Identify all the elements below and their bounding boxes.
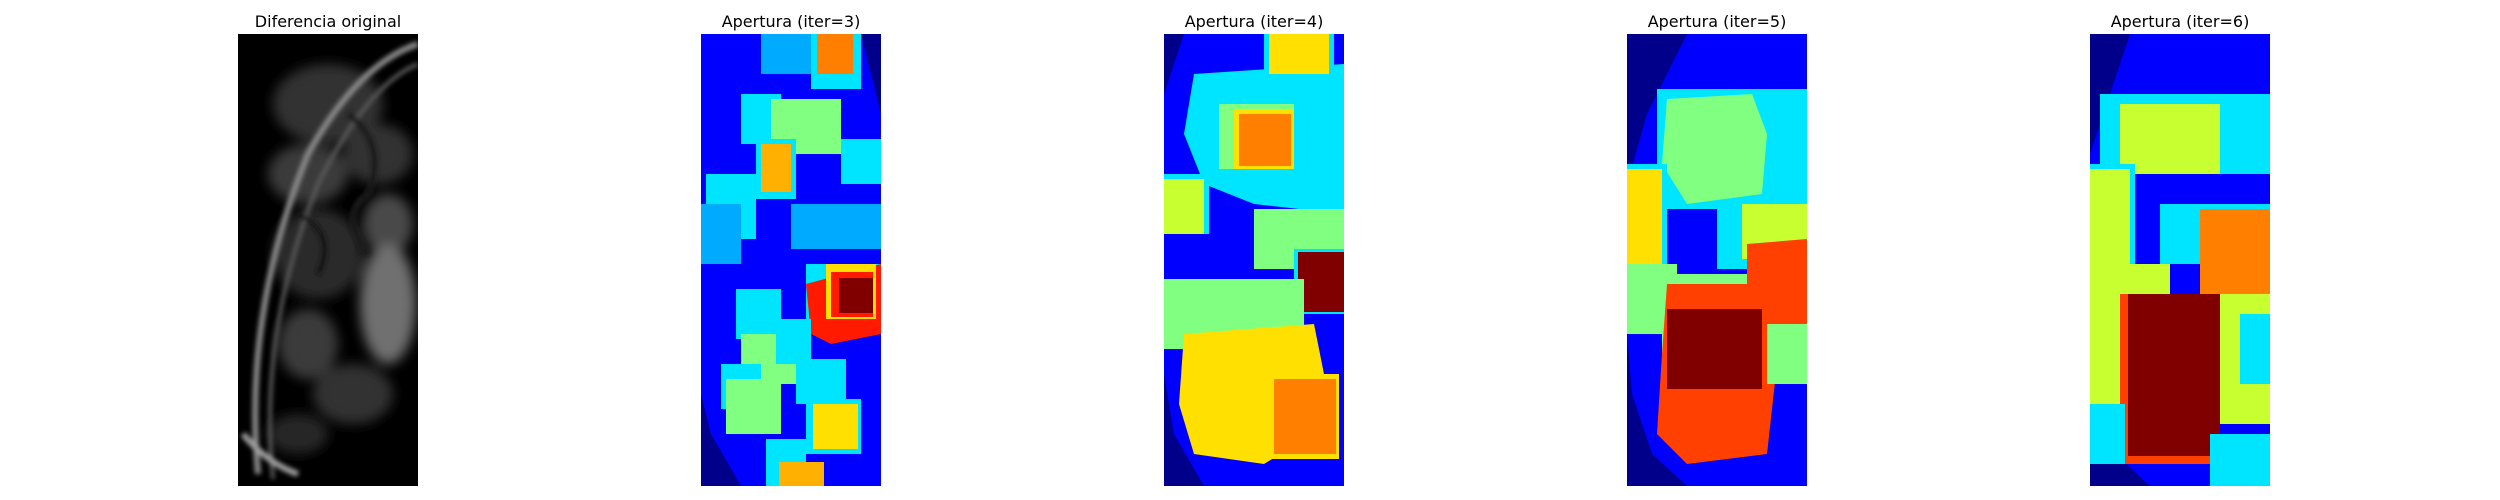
panel-iter-4: Apertura (iter=4) [1164,0,1344,500]
opening-map-iter-4 [1164,34,1344,486]
opening-map-iter-3 [701,34,881,486]
opening-map-iter-5-svg [1627,34,1807,486]
opening-map-iter-6-svg [2090,34,2270,486]
opening-map-iter-3-svg [701,34,881,486]
opening-map-iter-6 [2090,34,2270,486]
panel-iter-5: Apertura (iter=5) [1627,0,1807,500]
panel-iter-6: Apertura (iter=6) [2090,0,2270,500]
grayscale-image [238,34,418,486]
opening-map-iter-5 [1627,34,1807,486]
grayscale-image-svg [238,34,418,486]
panel-iter-3: Apertura (iter=3) [701,0,881,500]
panel-title: Diferencia original [254,12,402,31]
panel-title: Apertura (iter=5) [1647,12,1787,31]
opening-map-iter-4-svg [1164,34,1344,486]
panel-original: Diferencia original [238,0,418,500]
panel-title: Apertura (iter=3) [721,12,861,31]
panel-title: Apertura (iter=4) [1184,12,1324,31]
panel-title: Apertura (iter=6) [2110,12,2250,31]
